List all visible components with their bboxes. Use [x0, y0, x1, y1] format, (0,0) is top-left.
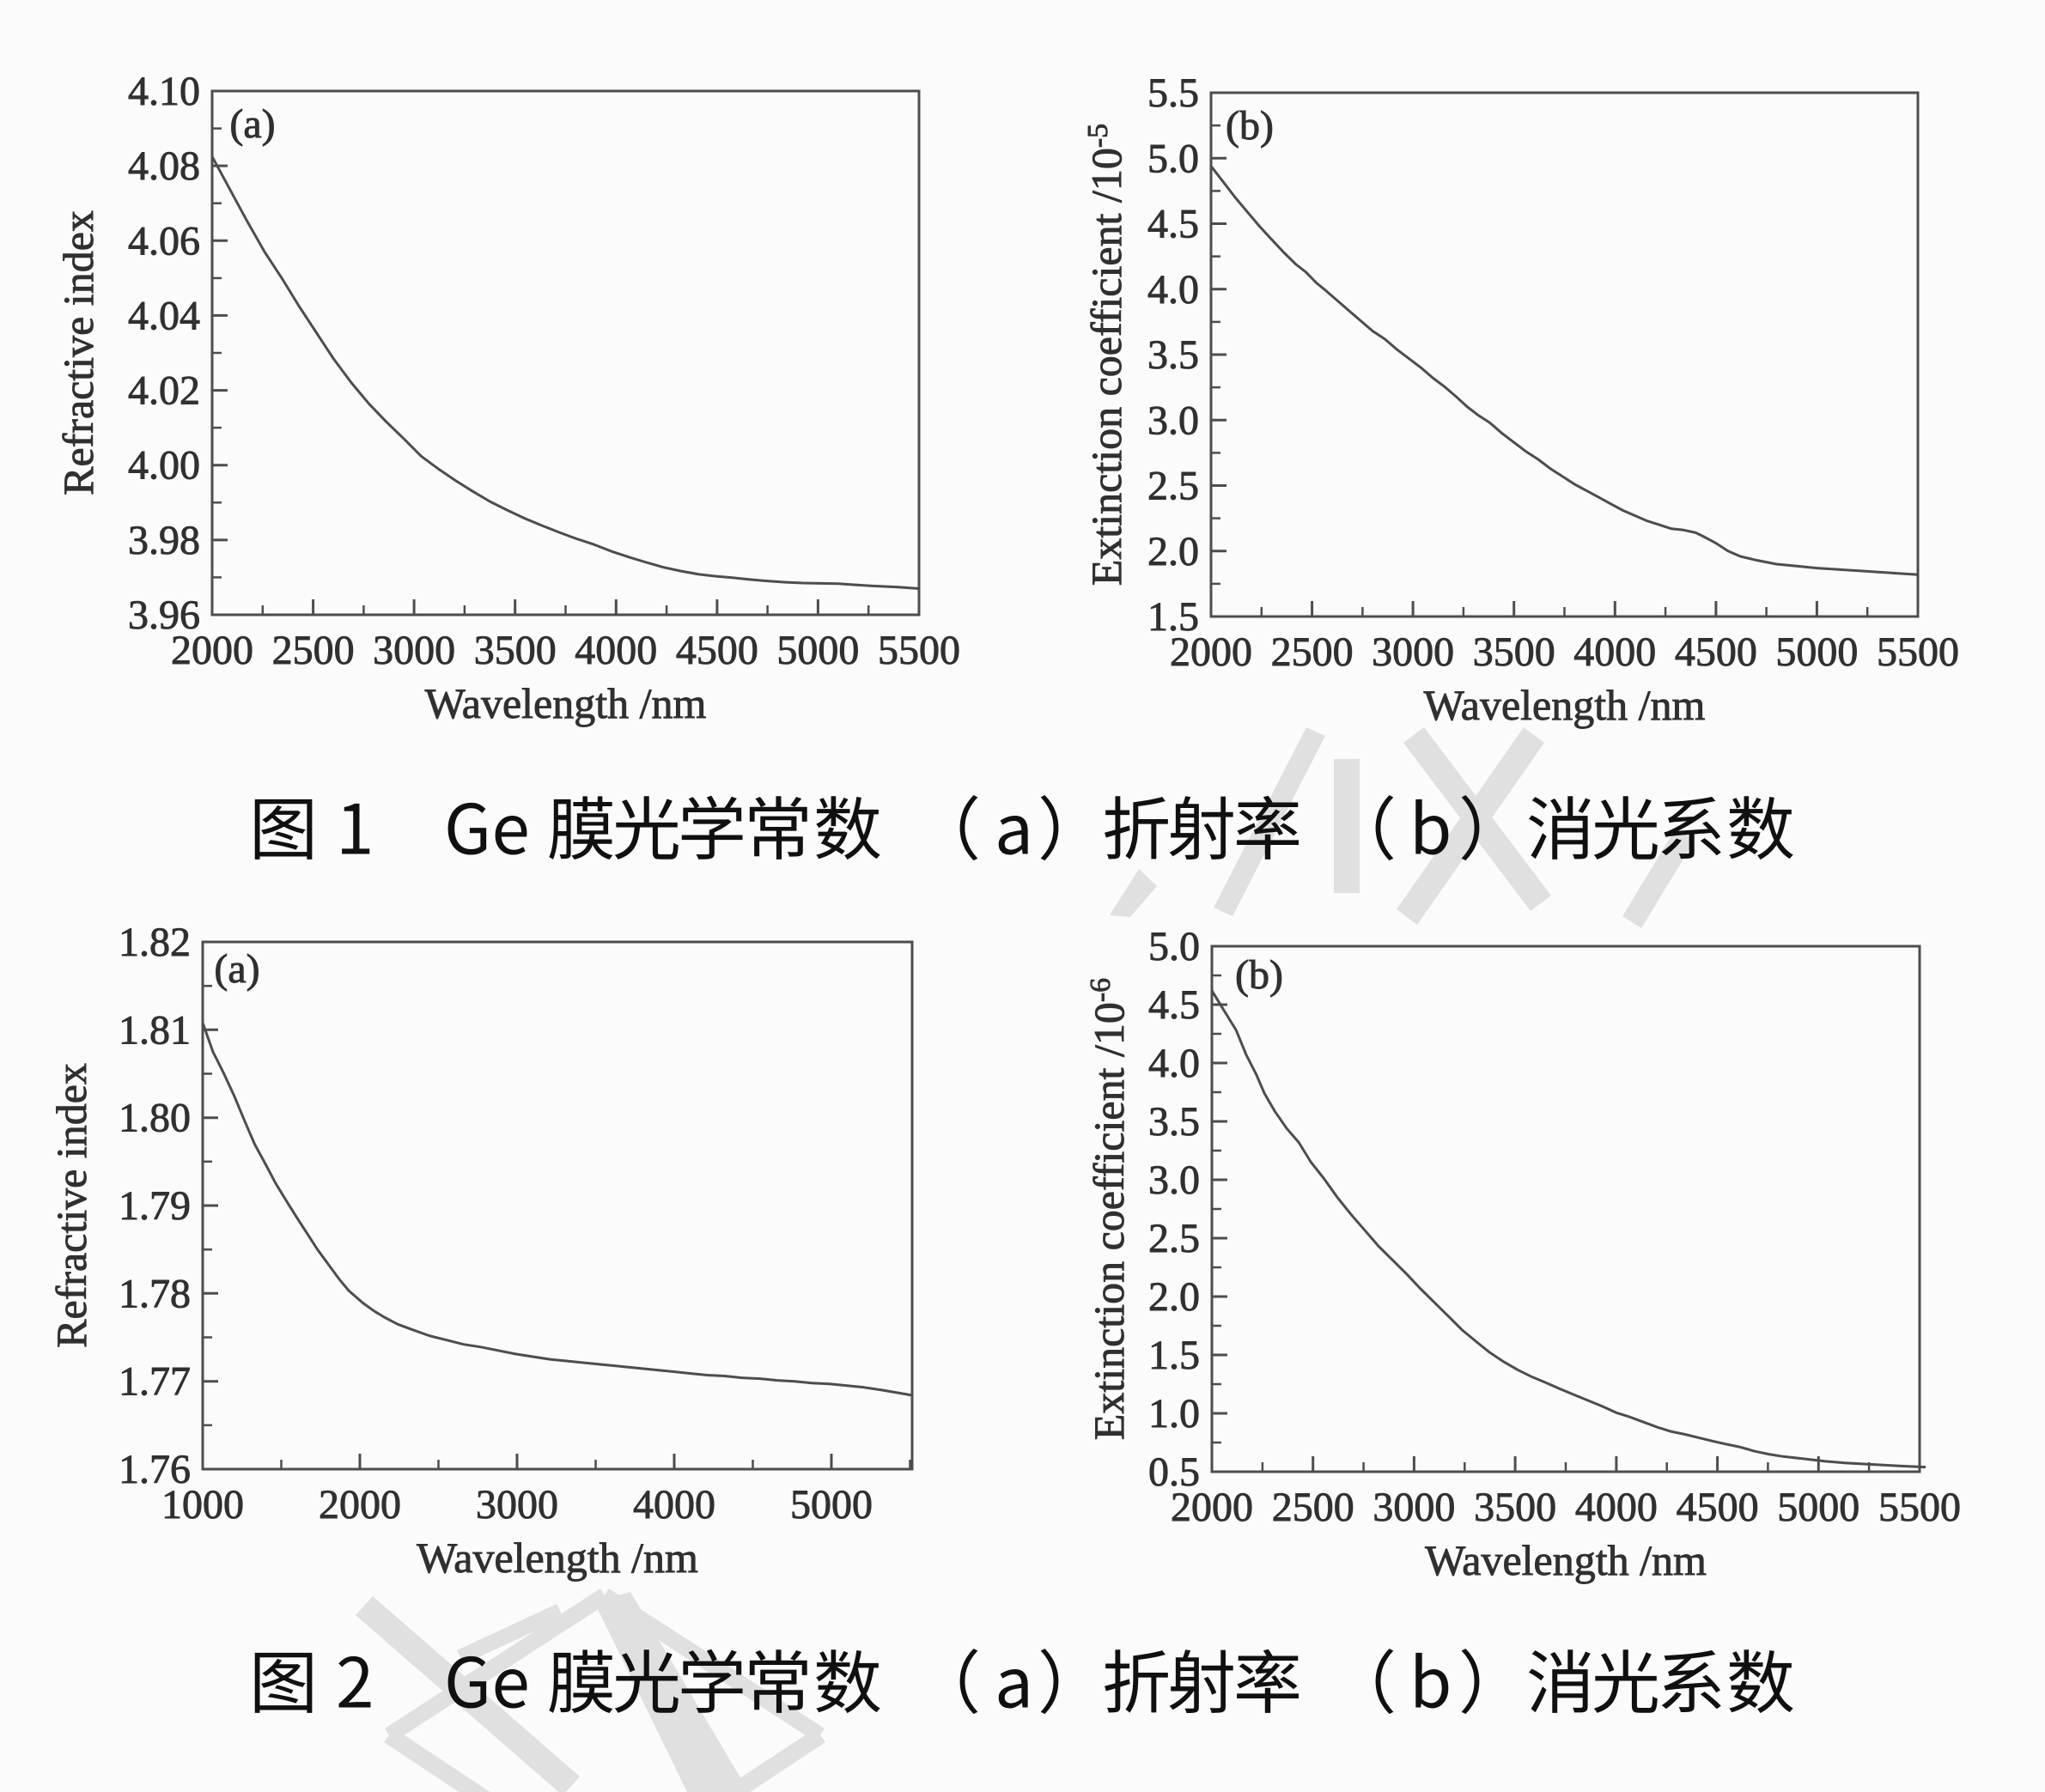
svg-text:Wavelength /nm: Wavelength /nm	[1424, 681, 1706, 729]
svg-text:3000: 3000	[476, 1482, 558, 1528]
svg-text:4000: 4000	[1575, 1485, 1658, 1530]
svg-text:2.0: 2.0	[1148, 1274, 1200, 1320]
svg-text:2000: 2000	[1171, 1485, 1253, 1530]
svg-text:Refractive index: Refractive index	[47, 1063, 95, 1348]
svg-text:5000: 5000	[790, 1482, 873, 1528]
svg-text:4500: 4500	[1677, 1485, 1759, 1530]
svg-text:(b): (b)	[1226, 103, 1274, 149]
svg-text:4000: 4000	[1573, 629, 1656, 675]
svg-text:3.5: 3.5	[1147, 332, 1199, 378]
svg-text:5000: 5000	[1777, 1485, 1859, 1530]
svg-text:4500: 4500	[1675, 629, 1757, 675]
svg-text:Extinction coefficient /10-6: Extinction coefficient /10-6	[1085, 978, 1133, 1440]
svg-text:1.77: 1.77	[119, 1359, 191, 1405]
svg-text:(a): (a)	[214, 946, 259, 992]
svg-text:1.78: 1.78	[119, 1271, 191, 1316]
svg-text:4.06: 4.06	[128, 218, 200, 264]
svg-text:4.10: 4.10	[128, 69, 200, 114]
svg-text:2500: 2500	[1271, 629, 1354, 675]
svg-text:3000: 3000	[373, 628, 455, 673]
svg-text:Wavelength /nm: Wavelength /nm	[417, 1534, 698, 1582]
svg-text:5000: 5000	[1775, 629, 1858, 675]
svg-text:Wavelength /nm: Wavelength /nm	[425, 679, 707, 727]
svg-text:1.79: 1.79	[119, 1183, 191, 1229]
svg-text:3500: 3500	[1473, 629, 1555, 675]
svg-text:Wavelength /nm: Wavelength /nm	[1425, 1536, 1707, 1584]
svg-text:Extinction coefficient /10-5: Extinction coefficient /10-5	[1082, 124, 1130, 586]
svg-text:4.0: 4.0	[1147, 267, 1199, 313]
svg-text:5500: 5500	[878, 628, 960, 673]
svg-text:1.0: 1.0	[1148, 1391, 1200, 1437]
svg-text:3000: 3000	[1372, 1485, 1455, 1530]
svg-text:3500: 3500	[1474, 1485, 1556, 1530]
svg-text:4000: 4000	[633, 1482, 715, 1528]
svg-text:3.0: 3.0	[1147, 398, 1199, 443]
svg-text:2.5: 2.5	[1147, 464, 1199, 509]
svg-text:1000: 1000	[161, 1482, 244, 1528]
svg-text:3000: 3000	[1372, 629, 1454, 675]
svg-text:1.76: 1.76	[119, 1447, 191, 1492]
svg-text:2000: 2000	[171, 628, 253, 673]
svg-text:4500: 4500	[676, 628, 758, 673]
svg-text:1.80: 1.80	[119, 1096, 191, 1141]
svg-text:5.0: 5.0	[1148, 924, 1200, 969]
svg-text:5500: 5500	[1877, 629, 1959, 675]
svg-text:2500: 2500	[272, 628, 355, 673]
svg-text:4000: 4000	[575, 628, 657, 673]
svg-text:4.5: 4.5	[1147, 202, 1199, 247]
svg-text:4.00: 4.00	[128, 443, 200, 489]
svg-text:1.81: 1.81	[119, 1007, 191, 1053]
svg-text:1.5: 1.5	[1148, 1333, 1200, 1378]
svg-text:4.08: 4.08	[128, 143, 200, 189]
svg-text:3.98: 3.98	[128, 518, 200, 563]
svg-text:1.5: 1.5	[1147, 594, 1199, 640]
svg-text:4.5: 4.5	[1148, 982, 1200, 1028]
svg-text:2000: 2000	[319, 1482, 401, 1528]
svg-text:(a): (a)	[229, 101, 275, 147]
svg-text:2500: 2500	[1272, 1485, 1354, 1530]
svg-text:0.5: 0.5	[1148, 1449, 1200, 1495]
svg-text:3500: 3500	[474, 628, 557, 673]
svg-text:5000: 5000	[776, 628, 859, 673]
svg-text:5.0: 5.0	[1147, 136, 1199, 181]
svg-text:2.5: 2.5	[1148, 1216, 1200, 1261]
svg-text:4.02: 4.02	[128, 368, 200, 414]
svg-text:3.5: 3.5	[1148, 1099, 1200, 1145]
svg-text:3.0: 3.0	[1148, 1157, 1200, 1203]
svg-text:2.0: 2.0	[1147, 529, 1199, 574]
svg-text:2000: 2000	[1170, 629, 1252, 675]
svg-text:5500: 5500	[1878, 1485, 1961, 1530]
svg-text:1.82: 1.82	[119, 920, 191, 965]
svg-text:4.04: 4.04	[128, 293, 200, 338]
svg-text:4.0: 4.0	[1148, 1041, 1200, 1086]
svg-text:3.96: 3.96	[128, 592, 200, 638]
svg-text:(b): (b)	[1235, 952, 1283, 998]
svg-text:5.5: 5.5	[1147, 70, 1199, 116]
svg-text:Refractive index: Refractive index	[54, 210, 102, 495]
